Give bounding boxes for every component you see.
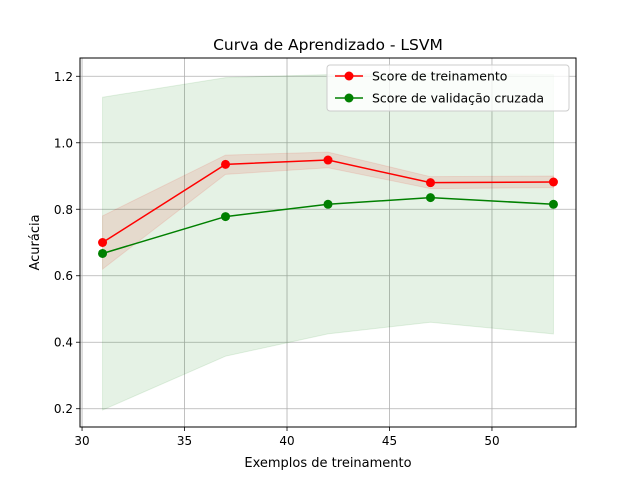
data-point-series-0 [323, 155, 333, 165]
x-tick-label: 50 [484, 434, 499, 448]
x-tick-label: 40 [279, 434, 294, 448]
legend-entry-label: Score de treinamento [372, 69, 507, 84]
y-axis-label: Acurácia [28, 214, 43, 270]
y-tick-label: 0.4 [54, 336, 73, 350]
y-tick-label: 0.6 [54, 269, 73, 283]
data-point-series-1 [221, 212, 231, 222]
x-tick-label: 35 [177, 434, 192, 448]
confidence-band-series-0 [102, 151, 554, 271]
data-point-series-1 [323, 199, 333, 209]
legend-marker [344, 71, 354, 81]
y-tick-label: 1.0 [54, 136, 73, 150]
legend-box [326, 64, 570, 112]
data-point-series-0 [98, 238, 108, 247]
x-tick-label: 30 [74, 434, 89, 448]
legend: Score de treinamento Score de validação c… [326, 64, 570, 112]
x-tick-label: 45 [382, 434, 397, 448]
data-point-series-0 [548, 177, 558, 187]
data-point-series-1 [548, 199, 558, 209]
y-tick-label: 0.8 [54, 203, 73, 217]
legend-entry-label: Score de validação cruzada [372, 91, 544, 106]
plot-frame [79, 57, 577, 428]
y-tick-label: 1.2 [54, 70, 73, 84]
x-axis-label: Exemplos de treinamento [244, 456, 411, 471]
y-tick-label: 0.2 [54, 402, 73, 416]
legend-marker [344, 93, 354, 103]
data-point-series-0 [425, 178, 435, 188]
data-point-series-1 [425, 193, 435, 203]
chart-title: Curva de Aprendizado - LSVM [213, 36, 443, 54]
data-point-series-0 [221, 159, 231, 169]
data-point-series-1 [98, 248, 108, 258]
confidence-band-series-1 [102, 72, 554, 411]
